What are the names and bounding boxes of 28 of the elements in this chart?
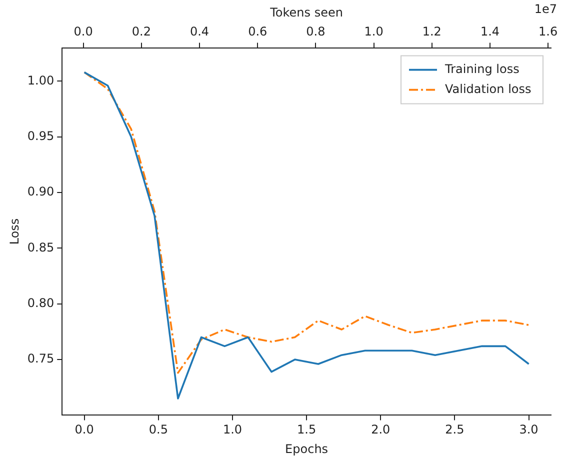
x2-tick-label: 1.4 — [480, 24, 500, 39]
x-tick-label: 2.5 — [445, 422, 464, 437]
y-tick-label: 0.85 — [27, 240, 54, 254]
legend-label: Validation loss — [445, 82, 532, 96]
x-tick-label: 1.0 — [222, 422, 242, 437]
x-tick-label: 1.5 — [297, 422, 316, 437]
x-tick-label: 2.0 — [371, 422, 390, 437]
y-tick-label: 0.90 — [27, 184, 54, 199]
y-tick-label: 1.00 — [27, 73, 54, 88]
x2-tick-label: 0.2 — [132, 24, 151, 39]
x2-tick-label: 0.4 — [190, 24, 210, 39]
x2-tick-label: 1.6 — [538, 24, 558, 39]
x-tick-label: 3.0 — [519, 422, 538, 437]
x2-tick-label: 0.0 — [74, 24, 93, 39]
y-axis-title: Loss — [7, 218, 22, 245]
x-tick-label: 0.5 — [148, 422, 168, 437]
legend-label: Training loss — [444, 62, 520, 76]
x-tick-label: 0.0 — [74, 422, 94, 437]
x2-tick-label: 1.0 — [364, 24, 384, 39]
x-axis-title: Epochs — [285, 442, 328, 456]
y-tick-label: 0.75 — [27, 352, 54, 366]
y-tick-label: 0.80 — [27, 296, 54, 310]
x2-axis-title: Tokens seen — [269, 5, 343, 20]
x2-tick-label: 0.8 — [306, 24, 326, 39]
x2-tick-label: 1.2 — [422, 24, 442, 39]
x2-tick-label: 0.6 — [248, 24, 268, 39]
y-tick-label: 0.95 — [27, 128, 54, 143]
text: 1e7 — [534, 2, 557, 16]
